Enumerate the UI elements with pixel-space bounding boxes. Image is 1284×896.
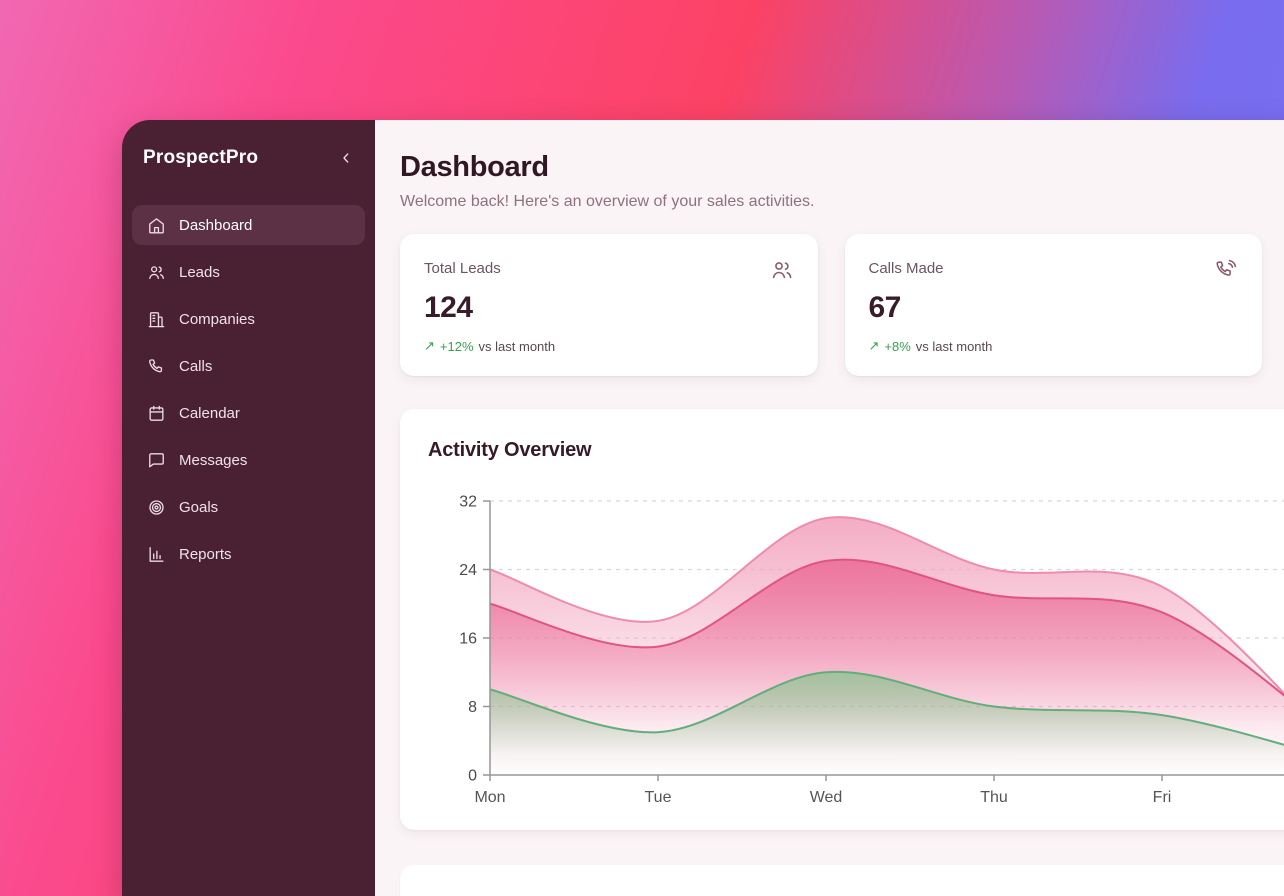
stat-change-note: vs last month	[915, 338, 993, 354]
sidebar-item-label: Companies	[179, 310, 255, 328]
stat-card-header: Calls Made	[869, 258, 1239, 282]
page-subtitle: Welcome back! Here's an overview of your…	[400, 193, 815, 210]
sidebar: ProspectPro Dashboard Leads Companies Calls…	[122, 120, 375, 896]
bar-chart-icon	[147, 545, 166, 564]
sidebar-item-label: Messages	[179, 451, 248, 469]
trend-up-arrow-icon: ↗	[868, 338, 880, 353]
stat-change-note: vs last month	[478, 338, 556, 354]
activity-overview-chart: 0 8 16 24 32 Mon Tue Wed Thu Fri	[459, 494, 1284, 806]
svg-text:Mon: Mon	[474, 789, 505, 806]
sidebar-item-label: Calendar	[179, 404, 240, 422]
series-green-line	[489, 670, 1284, 746]
stat-change: ↗ +12% vs last month	[424, 338, 794, 354]
stat-card-calls-made: Calls Made 67 ↗ +8% vs last month	[844, 234, 1262, 376]
sidebar-item-calls[interactable]: Calls	[132, 346, 365, 386]
sidebar-item-calendar[interactable]: Calendar	[132, 393, 365, 433]
series-green-area	[490, 671, 1284, 775]
svg-text:32: 32	[459, 494, 477, 511]
series-rose-line	[489, 558, 1284, 697]
message-icon	[147, 451, 166, 470]
building-icon	[147, 310, 166, 329]
sidebar-item-label: Goals	[179, 498, 219, 516]
sidebar-item-leads[interactable]: Leads	[132, 252, 365, 292]
svg-text:Tue: Tue	[645, 789, 672, 806]
stats-row: Total Leads 124 ↗ +12% vs last month Calls Ma…	[400, 234, 1262, 376]
page-title: Dashboard	[400, 151, 549, 183]
svg-text:Wed: Wed	[810, 789, 843, 806]
target-icon	[147, 498, 166, 517]
svg-text:8: 8	[468, 699, 477, 716]
main-content: Dashboard Welcome back! Here's an overvi…	[375, 120, 1284, 896]
sidebar-item-label: Dashboard	[179, 216, 253, 234]
stat-value: 67	[868, 291, 902, 324]
users-icon	[770, 258, 794, 282]
sidebar-item-messages[interactable]: Messages	[132, 440, 365, 480]
phone-ring-icon	[1214, 258, 1238, 282]
stat-change: ↗ +8% vs last month	[869, 338, 1239, 354]
sidebar-item-dashboard[interactable]: Dashboard	[132, 205, 365, 245]
stat-change-percent: +8%	[884, 338, 911, 354]
sidebar-header: ProspectPro	[122, 120, 375, 169]
chart-title: Activity Overview	[428, 439, 592, 461]
calendar-icon	[147, 404, 166, 423]
activity-overview-card: Activity Overview 0 8 16 24 32 Mon Tue Wed Thu Fr…	[400, 409, 1284, 830]
app-logo-text: ProspectPro	[143, 147, 259, 168]
svg-text:Thu: Thu	[980, 789, 1008, 806]
svg-text:0: 0	[468, 768, 477, 785]
stat-change-percent: +12%	[439, 338, 474, 354]
app-window: ProspectPro Dashboard Leads Companies Calls…	[122, 120, 1284, 896]
phone-icon	[147, 357, 166, 376]
sidebar-item-label: Leads	[179, 263, 220, 281]
home-icon	[147, 216, 166, 235]
sidebar-nav: Dashboard Leads Companies Calls Calendar Mess…	[122, 205, 375, 574]
sidebar-item-goals[interactable]: Goals	[132, 487, 365, 527]
sidebar-item-label: Calls	[179, 357, 213, 375]
chevron-left-icon[interactable]	[337, 149, 355, 167]
stat-card-header: Total Leads	[424, 258, 794, 282]
next-section-card	[400, 865, 1284, 896]
stat-card-total-leads: Total Leads 124 ↗ +12% vs last month	[400, 234, 818, 376]
stat-label: Calls Made	[868, 260, 944, 277]
series-light-pink-line	[489, 516, 1284, 695]
trend-up-arrow-icon: ↗	[424, 338, 435, 353]
sidebar-item-reports[interactable]: Reports	[132, 534, 365, 574]
svg-text:Fri: Fri	[1153, 789, 1172, 806]
stat-label: Total Leads	[424, 260, 501, 277]
sidebar-item-label: Reports	[179, 545, 232, 563]
svg-text:16: 16	[459, 631, 477, 648]
users-icon	[147, 263, 166, 282]
sidebar-item-companies[interactable]: Companies	[132, 299, 365, 339]
svg-text:24: 24	[459, 562, 477, 579]
stat-value: 124	[424, 291, 473, 324]
